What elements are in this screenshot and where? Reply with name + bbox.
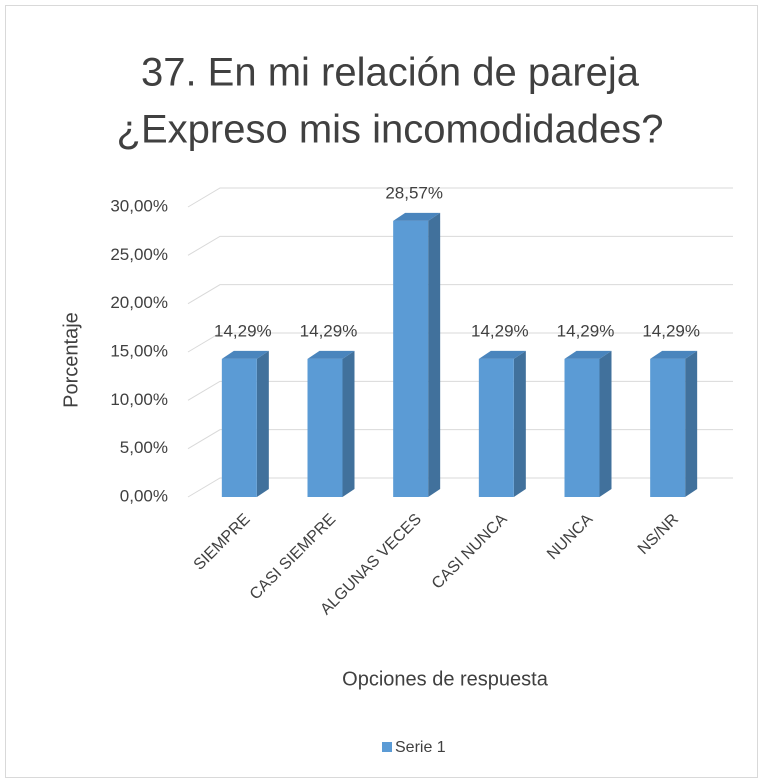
grid-line	[187, 477, 733, 498]
grid-line	[187, 332, 733, 353]
bar-side	[428, 212, 441, 497]
y-axis-title: Porcentaje	[60, 312, 82, 408]
bar-side	[599, 350, 612, 497]
data-label: 14,29%	[642, 321, 700, 340]
bar-top	[221, 350, 269, 359]
y-tick-label: 15,00%	[110, 341, 168, 360]
bar	[393, 220, 429, 497]
bar	[307, 358, 343, 497]
grid-line	[187, 284, 733, 305]
y-tick-label: 20,00%	[110, 293, 168, 312]
x-axis-title: Opciones de respuesta	[342, 668, 549, 690]
data-label: 14,29%	[557, 321, 615, 340]
data-label: 14,29%	[214, 321, 272, 340]
bar	[478, 358, 514, 497]
y-tick-label: 5,00%	[120, 438, 168, 457]
bar-side	[685, 350, 698, 497]
bar-side	[513, 350, 526, 497]
y-tick-label: 0,00%	[120, 486, 168, 505]
bar	[221, 358, 257, 497]
bar-top	[564, 350, 612, 359]
grid-line	[187, 235, 733, 256]
chart-title: ¿Expreso mis incomodidades?	[117, 108, 664, 152]
grid-line	[187, 187, 733, 208]
bar	[564, 358, 600, 497]
data-label: 14,29%	[471, 321, 529, 340]
bar-top	[478, 350, 526, 359]
bar-side	[342, 350, 355, 497]
chart-border	[5, 5, 758, 778]
legend-label: Serie 1	[395, 739, 446, 756]
grid-line	[187, 429, 733, 450]
y-tick-label: 10,00%	[110, 390, 168, 409]
y-tick-label: 25,00%	[110, 245, 168, 264]
bar-top	[650, 350, 698, 359]
legend-swatch	[382, 742, 392, 752]
data-label: 28,57%	[385, 183, 443, 202]
bar	[650, 358, 686, 497]
grid-line	[187, 380, 733, 401]
bar-top	[307, 350, 355, 359]
bar-top	[393, 212, 441, 221]
data-label: 14,29%	[300, 321, 358, 340]
bar-side	[256, 350, 269, 497]
y-tick-label: 30,00%	[110, 196, 168, 215]
chart-title: 37. En mi relación de pareja	[141, 51, 640, 95]
